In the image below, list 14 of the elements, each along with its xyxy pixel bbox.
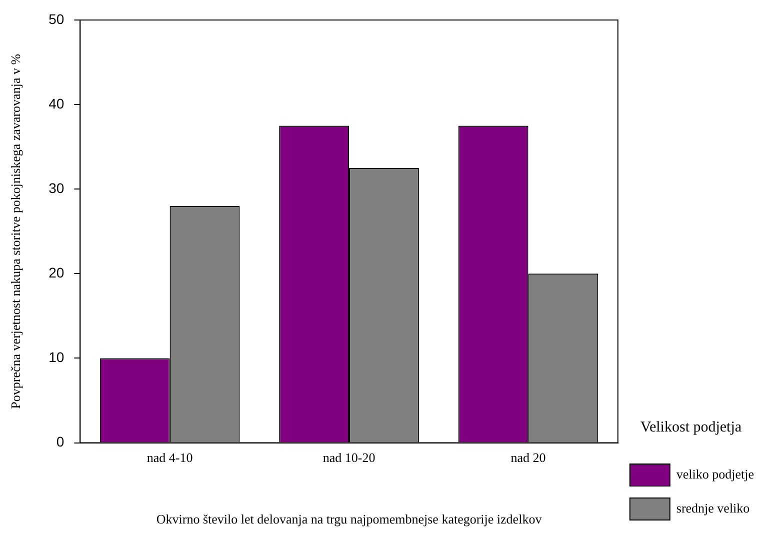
y-tick-label: 50 <box>48 10 64 27</box>
legend-label: veliko podjetje <box>676 466 754 482</box>
legend-title: Velikost podjetja <box>640 419 742 436</box>
y-tick-label: 10 <box>48 349 64 366</box>
y-tick-label: 40 <box>48 95 64 112</box>
y-tick-label: 0 <box>56 434 64 450</box>
y-tick-label: 20 <box>48 264 64 281</box>
legend-label: srednje veliko <box>676 500 750 516</box>
x-axis-title: Okvirno število let delovanja na trgu najpomembnejse kategorije izdelkov <box>156 512 542 527</box>
x-tick-label: nad 20 <box>510 450 546 466</box>
y-axis-title: Povprečna verjetnost nakupa storitve pokojniskega zavarovanja v % <box>8 54 24 409</box>
y-tick-label: 30 <box>48 180 64 196</box>
x-tick-label: nad 4-10 <box>146 450 193 466</box>
x-tick-label: nad 10-20 <box>322 450 376 466</box>
